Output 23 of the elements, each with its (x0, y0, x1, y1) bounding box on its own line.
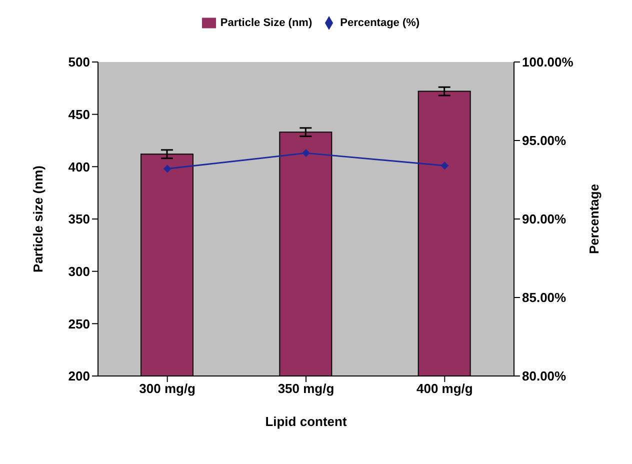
y2-axis-title: Percentage (586, 184, 602, 254)
y-axis-title: Particle size (nm) (30, 166, 46, 272)
y-tick-label: 250 (68, 316, 90, 332)
x-axis-title: Lipid content (265, 414, 348, 429)
x-tick-label: 300 mg/g (139, 381, 196, 396)
y-tick-label: 350 (68, 212, 90, 227)
point (440, 162, 449, 170)
y2-tick-label: 90.00% (522, 212, 567, 227)
x-tick-label: 400 mg/g (416, 381, 473, 396)
y2-tick-label: 100.00% (522, 54, 574, 70)
point (163, 164, 172, 173)
y2-tick-label: 95.00% (522, 133, 567, 148)
y-tick-label: 200 (68, 368, 90, 384)
y2-tick-label: 80.00% (522, 368, 567, 384)
legend-label: Particle Size (nm) (220, 16, 312, 29)
y-tick-label: 400 (68, 159, 90, 174)
y2-tick-label: 85.00% (522, 290, 567, 306)
x-tick-label: 350 mg/g (278, 381, 334, 396)
y-tick-label: 300 (68, 264, 90, 279)
legend-label: Percentage (%) (340, 16, 420, 29)
point (302, 149, 310, 158)
y-tick-label: 450 (68, 106, 90, 122)
y-tick-label: 500 (68, 54, 90, 70)
